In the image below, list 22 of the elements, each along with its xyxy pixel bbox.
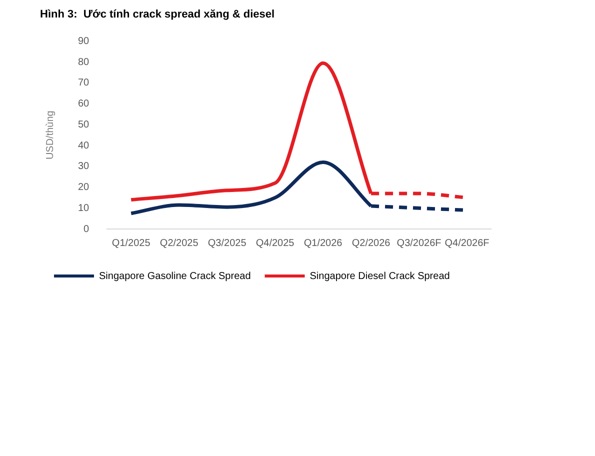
x-tick-label: Q2/2025 [160,238,199,249]
y-tick-label: 0 [84,224,90,235]
y-axis-title: USD/thùng [44,110,56,160]
legend-label: Singapore Gasoline Crack Spread [99,270,251,282]
y-tick-label: 30 [78,161,90,172]
y-tick-label: 80 [78,56,90,68]
y-tick-label: 70 [78,78,90,89]
y-tick-label: 40 [78,140,90,152]
x-tick-label: Q4/2025 [256,238,295,249]
legend-label: Singapore Diesel Crack Spread [310,270,450,282]
chart-title: Hình 3: Ước tính crack spread xăng & diesel [40,8,275,21]
x-tick-label: Q1/2025 [112,238,151,249]
x-tick-label: Q4/2026F [444,238,490,249]
x-tick-label: Q3/2025 [208,238,247,249]
x-tick-label: Q1/2026 [304,238,343,249]
y-tick-label: 50 [78,119,90,130]
y-tick-label: 90 [78,36,90,47]
y-tick-label: 60 [78,98,90,110]
x-tick-label: Q2/2026 [352,238,391,249]
y-tick-label: 10 [78,202,90,214]
y-tick-label: 20 [78,182,90,194]
x-tick-label: Q3/2026F [396,238,442,249]
